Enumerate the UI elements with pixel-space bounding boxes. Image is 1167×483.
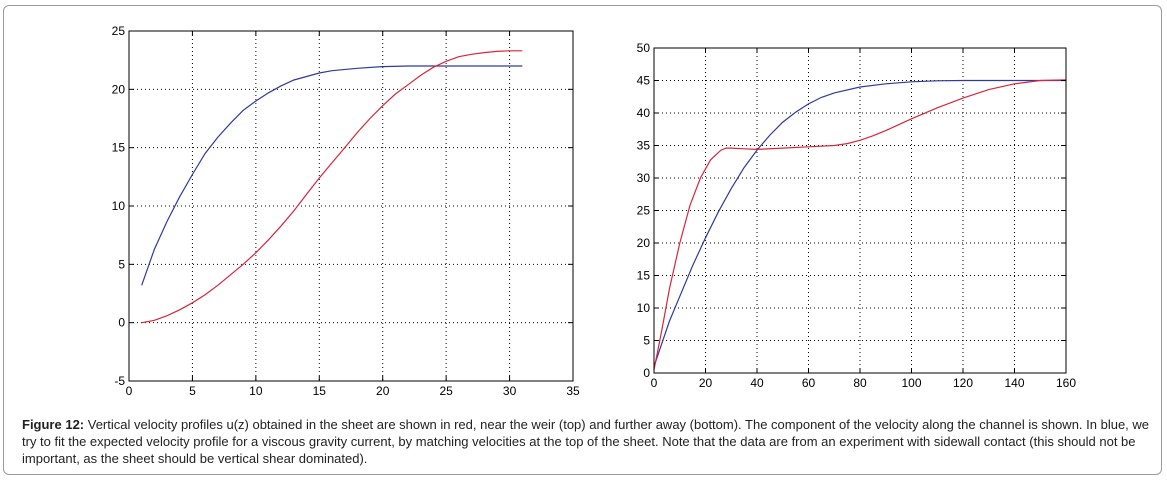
y-tick-label: 20 <box>112 82 126 96</box>
y-tick-label: 20 <box>637 236 651 250</box>
y-tick-label: 5 <box>643 334 650 348</box>
x-tick-label: 25 <box>439 384 453 398</box>
x-tick-label: 10 <box>249 384 263 398</box>
y-tick-label: 15 <box>112 141 126 155</box>
x-tick-label: 35 <box>566 384 580 398</box>
y-tick-label: 45 <box>637 74 651 88</box>
plot-background <box>129 31 573 381</box>
figure-caption: Figure 12: Vertical velocity profiles u(… <box>22 416 1150 467</box>
series-line-2 <box>653 79 1067 370</box>
y-tick-label: 15 <box>637 269 651 283</box>
figure-frame <box>3 5 1162 475</box>
y-tick-label: 40 <box>637 106 651 120</box>
x-tick-label: 0 <box>126 384 133 398</box>
y-tick-label: 30 <box>637 171 651 185</box>
y-tick-label: 25 <box>112 24 126 38</box>
y-tick-label: 50 <box>637 41 651 55</box>
series-line-1 <box>653 79 1066 367</box>
x-tick-label: 120 <box>953 376 973 390</box>
y-tick-label: 5 <box>118 257 125 271</box>
y-tick-label: 35 <box>637 139 651 153</box>
y-tick-label: 25 <box>637 204 651 218</box>
y-tick-label: 0 <box>643 366 650 380</box>
x-tick-label: 80 <box>853 376 867 390</box>
x-tick-label: 0 <box>651 376 658 390</box>
x-tick-label: 140 <box>1004 376 1024 390</box>
figure-caption-text: Vertical velocity profiles u(z) obtained… <box>22 417 1150 466</box>
x-tick-label: 5 <box>189 384 196 398</box>
x-tick-label: 60 <box>802 376 816 390</box>
x-tick-label: 30 <box>503 384 517 398</box>
y-tick-label: 10 <box>637 301 651 315</box>
x-tick-label: 160 <box>1056 376 1076 390</box>
y-tick-label: 0 <box>118 316 125 330</box>
series-line-1 <box>141 65 523 286</box>
y-tick-label: 10 <box>112 199 126 213</box>
x-tick-label: 40 <box>750 376 764 390</box>
y-tick-label: -5 <box>114 374 125 388</box>
chart-2: 0 20 40 60 80 100 120 140 160 0 5 10 15 20 25 30 35 40 45 5… <box>637 41 1077 390</box>
series-line-2 <box>141 50 523 324</box>
figure-label: Figure 12: <box>22 417 85 432</box>
x-tick-label: 15 <box>313 384 327 398</box>
x-tick-label: 20 <box>376 384 390 398</box>
x-tick-label: 20 <box>699 376 713 390</box>
x-tick-label: 100 <box>901 376 921 390</box>
